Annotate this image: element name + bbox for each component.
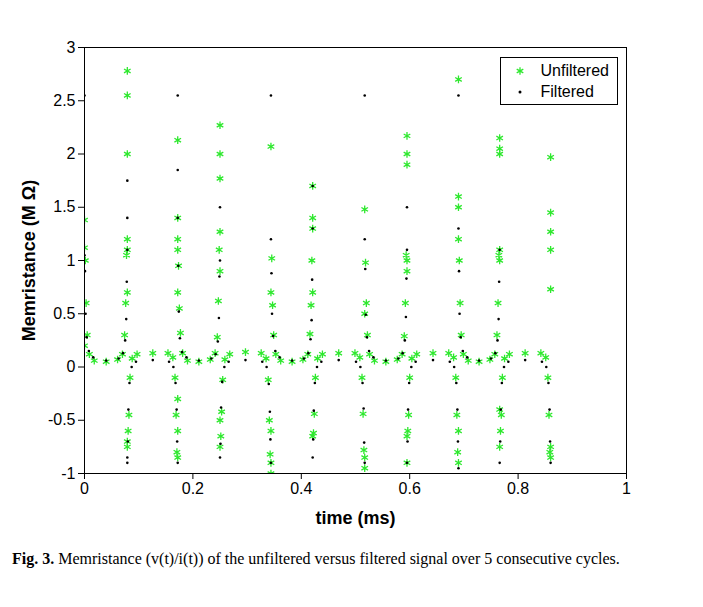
svg-text:0.5: 0.5 bbox=[53, 305, 75, 322]
html-text:Unfiltered: Unfiltered bbox=[540, 62, 609, 79]
svg-text:-0.5: -0.5 bbox=[48, 411, 76, 428]
svg-text:2.5: 2.5 bbox=[53, 92, 75, 109]
svg-text:2: 2 bbox=[67, 145, 76, 162]
svg-text:0.6: 0.6 bbox=[399, 480, 421, 497]
svg-text:0.4: 0.4 bbox=[290, 480, 312, 497]
svg-text:time (ms): time (ms) bbox=[315, 508, 395, 528]
svg-text:1.5: 1.5 bbox=[53, 198, 75, 215]
html-text:Fig. 3. Memristance (v(t)/i(t): Fig. 3. Memristance (v(t)/i(t)) of the u… bbox=[12, 550, 620, 567]
svg-text:0.8: 0.8 bbox=[507, 480, 529, 497]
svg-text:0.2: 0.2 bbox=[182, 480, 204, 497]
svg-text:1: 1 bbox=[622, 480, 631, 497]
svg-text:-1: -1 bbox=[61, 465, 75, 482]
html-text:Filtered: Filtered bbox=[540, 83, 594, 100]
svg-text:0: 0 bbox=[80, 480, 89, 497]
svg-text:0: 0 bbox=[67, 358, 76, 375]
svg-text:3: 3 bbox=[67, 39, 76, 56]
svg-text:Memristance (M Ω): Memristance (M Ω) bbox=[19, 180, 39, 341]
svg-text:1: 1 bbox=[67, 252, 76, 269]
